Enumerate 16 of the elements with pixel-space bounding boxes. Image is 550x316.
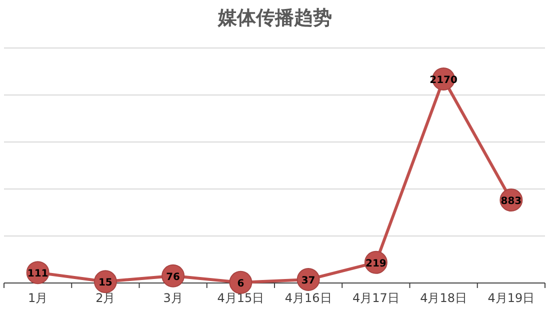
x-tick-label: 1月 [28, 291, 48, 305]
x-tick-label: 4月16日 [284, 291, 332, 305]
x-tick-label: 4月17日 [352, 291, 400, 305]
x-tick-label: 2月 [96, 291, 116, 305]
data-label: 37 [301, 276, 316, 287]
data-label: 883 [500, 196, 522, 207]
data-label: 76 [166, 272, 180, 283]
x-tick-label: 4月18日 [420, 291, 468, 305]
x-tick-label: 4月15日 [217, 291, 264, 305]
data-label: 15 [98, 278, 112, 289]
data-label: 219 [366, 258, 386, 270]
data-label: 111 [27, 268, 48, 280]
chart-title: 媒体传播趋势 [217, 7, 332, 29]
x-tick-label: 3月 [163, 291, 183, 305]
x-tick-label: 4月19日 [488, 291, 535, 305]
data-label: 6 [237, 278, 244, 290]
